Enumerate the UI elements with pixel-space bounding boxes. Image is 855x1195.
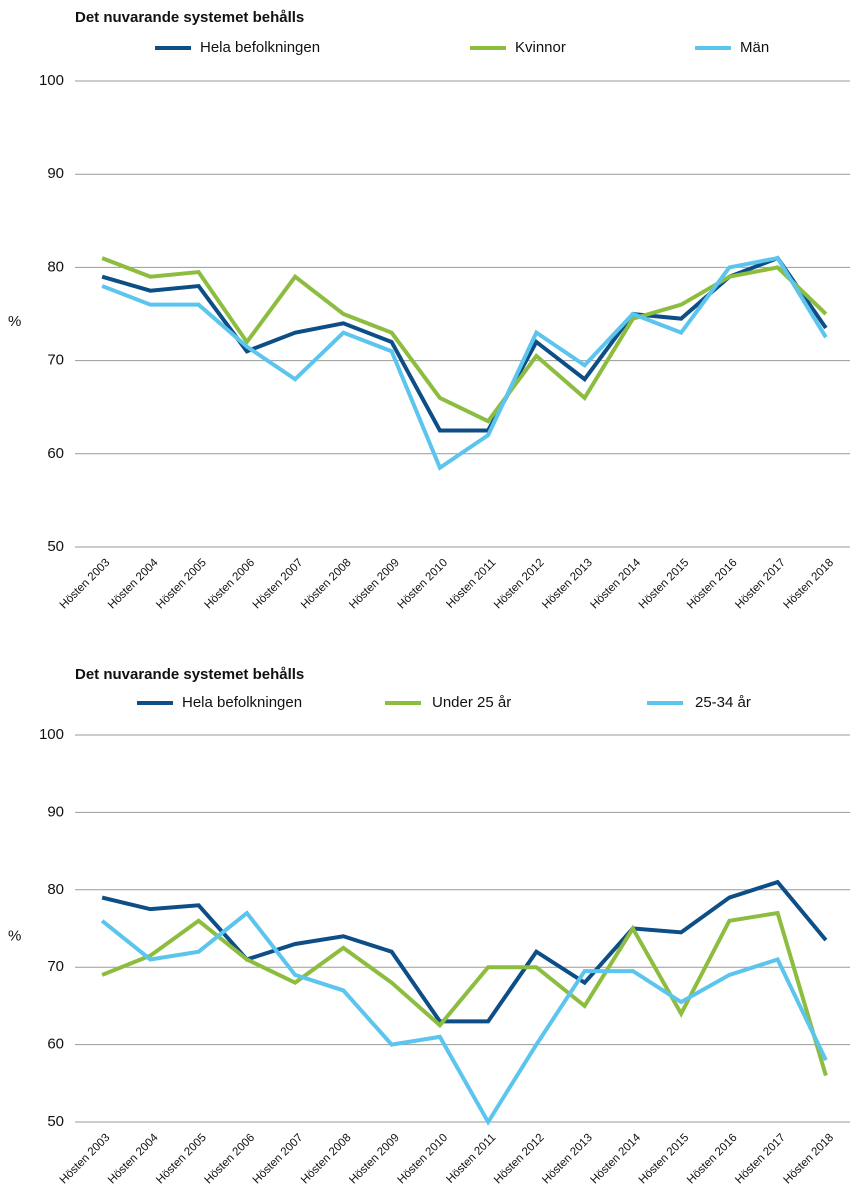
x-tick-label: Hösten 2014 [589,1131,644,1186]
x-tick-label: Hösten 2015 [637,1132,692,1187]
legend-label: Kvinnor [515,39,566,56]
legend-label: Hela befolkningen [182,694,302,711]
x-tick-label: Hösten 2005 [154,557,209,612]
y-tick-label: 50 [47,538,64,555]
x-tick-label: Hösten 2018 [782,1132,837,1187]
y-tick-label: 70 [47,958,64,975]
series-line [101,910,828,1077]
y-tick-label: 80 [47,881,64,898]
x-tick-label: Hösten 2012 [492,557,547,612]
x-tick-label: Hösten 2017 [733,557,788,612]
chart: Det nuvarande systemet behålls% 50 60 70 80 9… [8,666,850,1186]
y-tick-label: 60 [47,1036,64,1053]
x-tick-label: Hösten 2007 [251,1132,306,1187]
x-tick-label: Hösten 2003 [58,557,113,612]
x-tick-label: Hösten 2007 [251,557,306,612]
x-tick-label: Hösten 2011 [444,557,498,611]
x-tick-label: Hösten 2004 [106,1131,161,1186]
y-tick-label: 90 [47,165,64,182]
y-tick-label: 50 [47,1113,64,1130]
x-tick-label: Hösten 2016 [685,1132,740,1187]
y-tick-label: 100 [39,726,64,743]
legend-label: Män [740,39,769,56]
y-tick-label: 80 [47,258,64,275]
legend-label: Under 25 år [432,694,511,711]
x-tick-label: Hösten 2017 [733,1132,788,1187]
y-tick-label: 90 [47,803,64,820]
x-tick-label: Hösten 2009 [347,1132,402,1187]
x-tick-label: Hösten 2008 [299,557,354,612]
x-tick-label: Hösten 2018 [782,557,837,612]
x-tick-label: Hösten 2011 [444,1132,498,1186]
x-tick-label: Hösten 2003 [58,1132,113,1187]
x-tick-label: Hösten 2016 [685,557,740,612]
chart-title: Det nuvarande systemet behålls [75,9,304,26]
series-line [101,256,828,424]
series-line [100,910,828,1126]
y-tick-label: 100 [39,72,64,89]
series-line [101,879,828,1024]
chart: Det nuvarande systemet behålls% 50 60 70 80 9… [8,9,850,611]
x-tick-label: Hösten 2014 [589,556,644,611]
x-tick-label: Hösten 2013 [540,1132,595,1187]
series-line [101,255,828,471]
x-tick-label: Hösten 2010 [396,1132,451,1187]
x-tick-label: Hösten 2009 [347,557,402,612]
x-tick-label: Hösten 2013 [540,557,595,612]
x-tick-label: Hösten 2012 [492,1132,547,1187]
x-tick-label: Hösten 2004 [106,556,161,611]
x-tick-label: Hösten 2010 [396,557,451,612]
legend-label: 25-34 år [695,694,751,711]
x-tick-label: Hösten 2005 [154,1132,209,1187]
x-tick-label: Hösten 2008 [299,1132,354,1187]
chart-title: Det nuvarande systemet behålls [75,666,304,683]
x-tick-label: Hösten 2006 [203,1132,258,1187]
y-tick-label: 60 [47,445,64,462]
y-axis-label: % [8,927,21,944]
x-tick-label: Hösten 2006 [203,557,258,612]
x-tick-label: Hösten 2015 [637,557,692,612]
y-tick-label: 70 [47,352,64,369]
y-axis-label: % [8,313,21,330]
legend-label: Hela befolkningen [200,39,320,56]
